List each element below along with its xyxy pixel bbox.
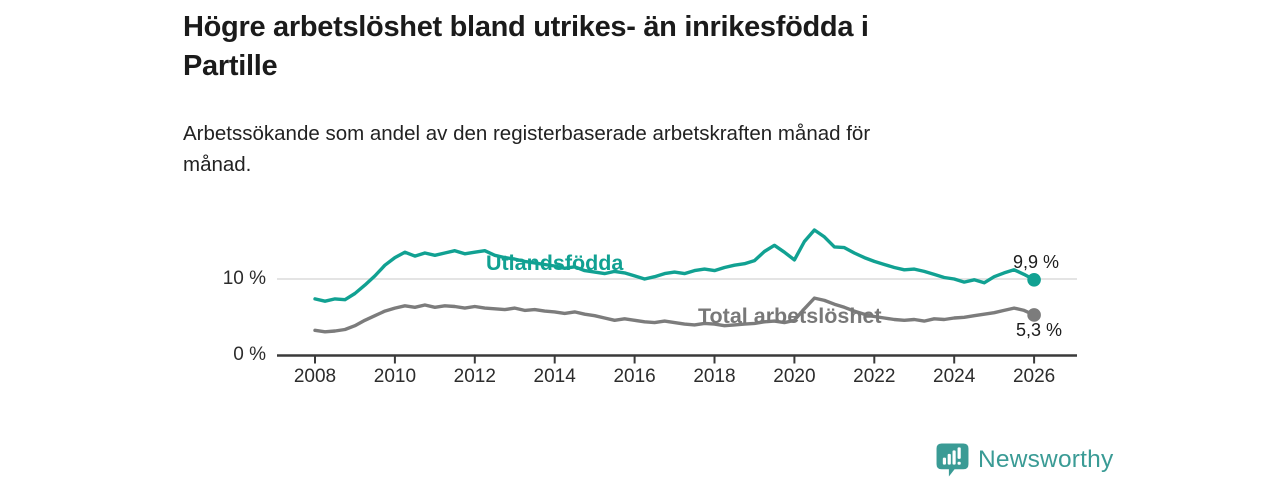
x-axis-label-2012: 2012 <box>453 366 496 387</box>
chart-subtitle: Arbetssökande som andel av den registerb… <box>183 122 871 176</box>
end-value-label-utlandsfodda: 9,9 % <box>1013 252 1060 272</box>
chart-title: Högre arbetslöshet bland utrikes- än inr… <box>183 11 869 82</box>
end-value-label-total-arbetsloshet: 5,3 % <box>1016 320 1063 340</box>
x-axis-label-2024: 2024 <box>933 366 976 387</box>
x-axis-label-2008: 2008 <box>293 366 337 387</box>
x-axis-label-2020: 2020 <box>773 366 816 387</box>
x-axis-label-2018: 2018 <box>693 366 736 387</box>
end-dot-total-arbetsloshet <box>1027 308 1041 322</box>
series-label-total-arbetsloshet: Total arbetslöshet <box>698 304 882 328</box>
x-axis-label-2022: 2022 <box>853 366 896 387</box>
line-series-total-arbetsloshet <box>313 296 1036 334</box>
x-axis-label-2014: 2014 <box>533 366 576 387</box>
line-series-utlandsfodda <box>313 228 1036 303</box>
end-dot-utlandsfodda <box>1027 272 1041 287</box>
x-axis-label-2016: 2016 <box>613 366 656 387</box>
newsworthy-logo-icon <box>936 443 969 477</box>
y-axis-label-0: 0 % <box>233 344 266 365</box>
newsworthy-logo[interactable]: Newsworthy <box>936 443 1113 477</box>
newsworthy-logo-text: Newsworthy <box>978 446 1114 473</box>
series-label-utlandsfodda: Utlandsfödda <box>486 251 624 275</box>
y-axis-label-10: 10 % <box>222 268 266 289</box>
x-axis-label-2026: 2026 <box>1012 366 1056 387</box>
x-axis-label-2010: 2010 <box>373 366 417 387</box>
